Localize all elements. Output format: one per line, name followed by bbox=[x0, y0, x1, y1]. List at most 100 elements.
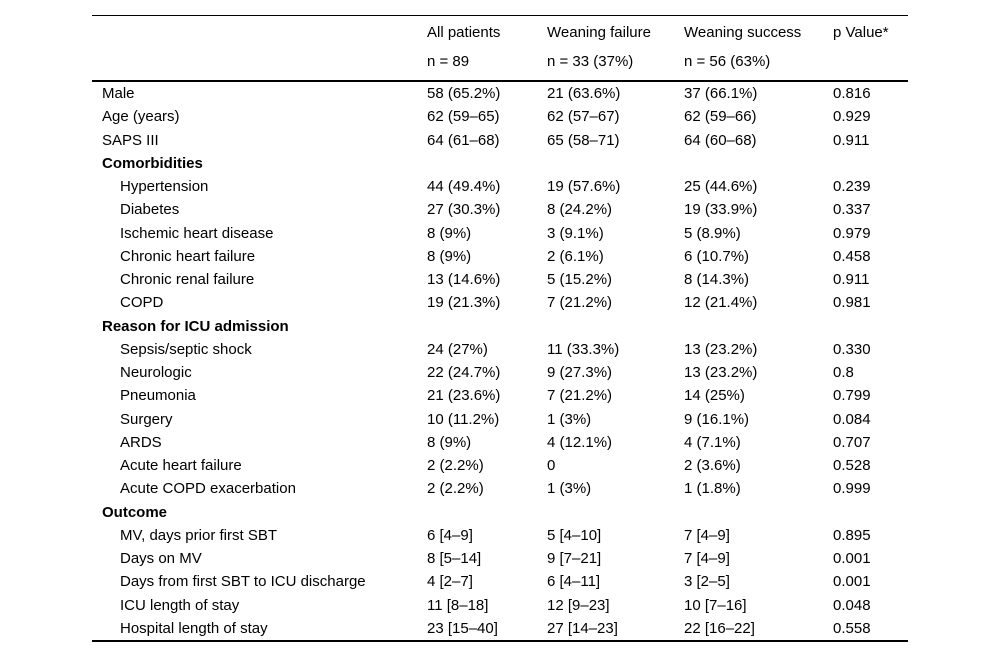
table-row-chronic-renal-failure: Chronic renal failure 13 (14.6%) 5 (15.2… bbox=[92, 268, 908, 291]
row-label: Diabetes bbox=[120, 201, 180, 219]
cell-p-value: 0.001 bbox=[833, 550, 871, 567]
cell-p-value: 0.8 bbox=[833, 364, 854, 381]
cell-weaning-success: 9 (16.1%) bbox=[684, 410, 750, 428]
section-row-reason-for-icu-admission: Reason for ICU admission bbox=[92, 315, 908, 338]
cell-all-patients: 44 (49.4%) bbox=[427, 178, 501, 195]
row-label: Pneumonia bbox=[120, 387, 196, 405]
cell-empty bbox=[684, 315, 833, 338]
cell-all-patients: 8 (9%) bbox=[427, 247, 472, 265]
cell-p-value: 0.999 bbox=[833, 480, 871, 498]
header-label: Weaning success bbox=[684, 24, 802, 41]
cell-p-value: 0.911 bbox=[833, 271, 870, 288]
row-label: Chronic renal failure bbox=[120, 271, 255, 288]
row-label: MV, days prior first SBT bbox=[120, 526, 277, 544]
cell-weaning-failure: 12 [9–23] bbox=[547, 596, 610, 614]
row-label: COPD bbox=[120, 294, 164, 312]
cell-weaning-failure: 19 (57.6%) bbox=[547, 178, 621, 195]
row-label: Chronic heart failure bbox=[120, 247, 256, 265]
cell-weaning-failure: 4 (12.1%) bbox=[547, 433, 613, 451]
cell-all-patients: 2 (2.2%) bbox=[427, 457, 484, 474]
row-label: SAPS III bbox=[102, 131, 159, 149]
header-sublabel: n = 89 bbox=[427, 53, 470, 70]
cell-p-value: 0.528 bbox=[833, 457, 871, 474]
cell-all-patients: 23 [15–40] bbox=[427, 616, 547, 643]
header-all-patients: All patients n = 89 bbox=[427, 15, 547, 82]
cell-p-value: 0.911 bbox=[833, 131, 870, 149]
cell-weaning-failure: 1 (3%) bbox=[547, 410, 592, 428]
table-row-days-from-first-sbt-to-icu-discharge: Days from first SBT to ICU discharge 4 [… bbox=[92, 570, 908, 593]
cell-weaning-success: 19 (33.9%) bbox=[684, 201, 758, 219]
table-body: Male 58 (65.2%) 21 (63.6%) 37 (66.1%) 0.… bbox=[92, 81, 908, 643]
cell-weaning-success: 7 [4–9] bbox=[684, 550, 730, 567]
row-label: Days from first SBT to ICU discharge bbox=[120, 573, 366, 591]
row-label: ARDS bbox=[120, 433, 162, 451]
table-header: All patients n = 89 Weaning failure n = … bbox=[92, 15, 908, 82]
cell-weaning-failure: 2 (6.1%) bbox=[547, 247, 604, 265]
cell-all-patients: 2 (2.2%) bbox=[427, 480, 484, 498]
cell-weaning-failure: 8 (24.2%) bbox=[547, 201, 613, 219]
cell-p-value: 0.084 bbox=[833, 410, 871, 428]
row-label: Neurologic bbox=[120, 364, 192, 381]
cell-empty bbox=[547, 152, 684, 175]
cell-all-patients: 6 [4–9] bbox=[427, 526, 473, 544]
cell-p-value: 0.929 bbox=[833, 108, 871, 126]
cell-p-value: 0.558 bbox=[833, 616, 908, 643]
row-label: Male bbox=[102, 85, 135, 102]
cell-weaning-failure: 6 [4–11] bbox=[547, 573, 601, 591]
table-row-days-on-mv: Days on MV 8 [5–14] 9 [7–21] 7 [4–9] 0.0… bbox=[92, 547, 908, 570]
table-row-diabetes: Diabetes 27 (30.3%) 8 (24.2%) 19 (33.9%)… bbox=[92, 198, 908, 221]
table-row-surgery: Surgery 10 (11.2%) 1 (3%) 9 (16.1%) 0.08… bbox=[92, 408, 908, 431]
cell-weaning-failure: 5 (15.2%) bbox=[547, 271, 613, 288]
cell-empty bbox=[427, 501, 547, 524]
header-weaning-success: Weaning success n = 56 (63%) bbox=[684, 15, 833, 82]
header-sublabel: n = 33 (37%) bbox=[547, 53, 634, 70]
cell-weaning-success: 7 [4–9] bbox=[684, 526, 730, 544]
row-label: Hypertension bbox=[120, 178, 209, 195]
row-label: Days on MV bbox=[120, 550, 202, 567]
cell-empty bbox=[684, 501, 833, 524]
row-label: ICU length of stay bbox=[120, 596, 240, 614]
header-empty bbox=[92, 15, 427, 82]
cell-weaning-failure: 0 bbox=[547, 457, 556, 474]
cell-weaning-success: 25 (44.6%) bbox=[684, 178, 758, 195]
cell-empty bbox=[833, 501, 908, 524]
cell-weaning-failure: 7 (21.2%) bbox=[547, 294, 613, 312]
header-label: All patients bbox=[427, 24, 501, 41]
cell-empty bbox=[833, 152, 908, 175]
cell-p-value: 0.981 bbox=[833, 294, 871, 312]
cell-p-value: 0.799 bbox=[833, 387, 871, 405]
table-row-copd: COPD 19 (21.3%) 7 (21.2%) 12 (21.4%) 0.9… bbox=[92, 291, 908, 314]
cell-all-patients: 19 (21.3%) bbox=[427, 294, 501, 312]
cell-empty bbox=[427, 315, 547, 338]
row-label: Acute COPD exacerbation bbox=[120, 480, 296, 498]
row-label: Sepsis/septic shock bbox=[120, 340, 252, 358]
cell-weaning-failure: 3 (9.1%) bbox=[547, 224, 604, 242]
cell-empty bbox=[427, 152, 547, 175]
cell-empty bbox=[833, 315, 908, 338]
section-label: Comorbidities bbox=[102, 154, 203, 172]
cell-weaning-failure: 62 (57–67) bbox=[547, 108, 620, 126]
table-row-acute-heart-failure: Acute heart failure 2 (2.2%) 0 2 (3.6%) … bbox=[92, 454, 908, 477]
row-label: Age (years) bbox=[102, 108, 180, 126]
cell-weaning-failure: 9 [7–21] bbox=[547, 550, 602, 567]
cell-all-patients: 11 [8–18] bbox=[427, 596, 489, 614]
cell-all-patients: 64 (61–68) bbox=[427, 131, 500, 149]
cell-all-patients: 21 (23.6%) bbox=[427, 387, 501, 405]
row-label: Ischemic heart disease bbox=[120, 224, 274, 242]
patient-characteristics-table: All patients n = 89 Weaning failure n = … bbox=[92, 15, 908, 643]
cell-weaning-success: 3 [2–5] bbox=[684, 573, 730, 591]
table-row-sepsis-septic-shock: Sepsis/septic shock 24 (27%) 11 (33.3%) … bbox=[92, 338, 908, 361]
cell-p-value: 0.979 bbox=[833, 224, 871, 242]
header-label: p Value* bbox=[833, 24, 889, 41]
section-row-outcome: Outcome bbox=[92, 501, 908, 524]
cell-p-value: 0.337 bbox=[833, 201, 871, 219]
table-row-icu-length-of-stay: ICU length of stay 11 [8–18] 12 [9–23] 1… bbox=[92, 594, 908, 617]
data-table: All patients n = 89 Weaning failure n = … bbox=[92, 15, 908, 643]
cell-weaning-failure: 1 (3%) bbox=[547, 480, 592, 498]
cell-p-value: 0.239 bbox=[833, 178, 871, 195]
table-row-male: Male 58 (65.2%) 21 (63.6%) 37 (66.1%) 0.… bbox=[92, 81, 908, 105]
table-row-ards: ARDS 8 (9%) 4 (12.1%) 4 (7.1%) 0.707 bbox=[92, 431, 908, 454]
header-sublabel: n = 56 (63%) bbox=[684, 53, 771, 70]
cell-weaning-failure: 27 [14–23] bbox=[547, 616, 684, 643]
header-label: Weaning failure bbox=[547, 24, 651, 41]
